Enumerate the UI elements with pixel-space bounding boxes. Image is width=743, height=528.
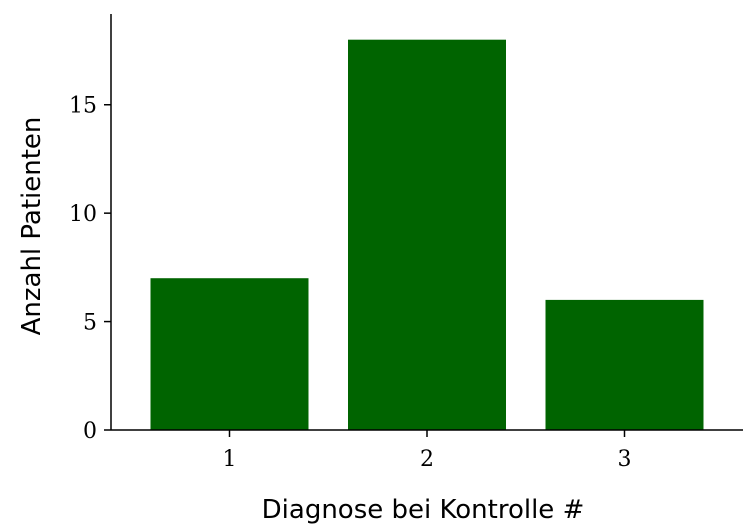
bar-2 (348, 39, 506, 431)
x-axis-label: Diagnose bei Kontrolle # (262, 495, 585, 525)
bars-group (150, 39, 704, 431)
y-tick-label: 15 (69, 94, 97, 119)
x-tick-label: 1 (223, 447, 237, 472)
y-tick-label: 10 (69, 202, 97, 227)
x-tick-label: 2 (420, 447, 434, 472)
x-tick-label: 3 (618, 447, 632, 472)
bar-3 (545, 299, 704, 430)
bar-1 (150, 278, 309, 430)
y-tick-label: 0 (83, 419, 97, 444)
y-ticks-group: 0 5 10 15 (69, 94, 111, 444)
y-axis-label: Anzahl Patienten (17, 117, 47, 336)
x-ticks-group: 1 2 3 (223, 430, 632, 472)
y-tick-label: 5 (83, 311, 97, 336)
